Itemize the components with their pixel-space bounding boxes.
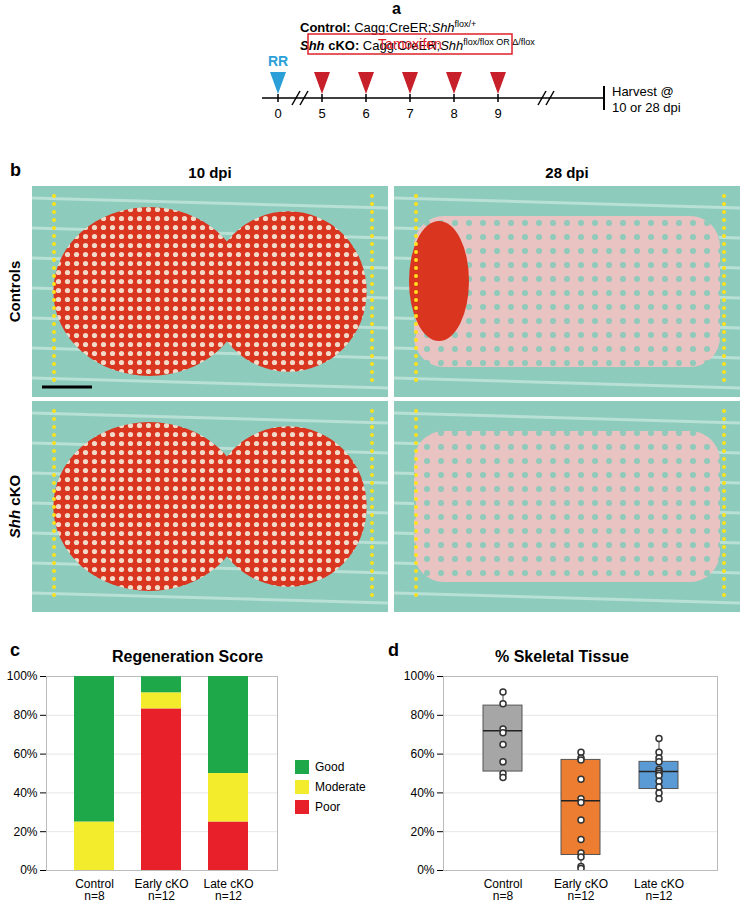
svg-text:Controln=8: Controln=8 — [484, 877, 523, 903]
svg-text:10 or 28 dpi: 10 or 28 dpi — [612, 100, 681, 115]
svg-text:80%: 80% — [410, 708, 434, 722]
svg-text:Harvest @: Harvest @ — [612, 84, 674, 99]
html-text:d: d — [388, 640, 399, 660]
svg-text:Early cKOn=12: Early cKOn=12 — [134, 877, 188, 903]
svg-text:Tamoxifen: Tamoxifen — [378, 36, 442, 52]
svg-text:5: 5 — [318, 106, 325, 121]
html-text:Good: Good — [315, 760, 345, 774]
svg-text:a: a — [392, 0, 401, 17]
svg-text:Shh cKO: Shh cKO — [6, 474, 23, 538]
svg-text:b: b — [10, 160, 21, 180]
svg-text:Late cKOn=12: Late cKOn=12 — [203, 877, 253, 903]
svg-text:28 dpi: 28 dpi — [545, 164, 588, 181]
svg-text:8: 8 — [450, 106, 457, 121]
svg-text:0%: 0% — [417, 863, 435, 877]
svg-text:60%: 60% — [13, 747, 37, 761]
svg-text:80%: 80% — [13, 708, 37, 722]
svg-text:9: 9 — [494, 106, 501, 121]
svg-text:0: 0 — [274, 106, 281, 121]
svg-text:40%: 40% — [410, 786, 434, 800]
html-text:c: c — [10, 640, 20, 660]
svg-text:40%: 40% — [13, 786, 37, 800]
svg-text:100%: 100% — [404, 669, 435, 683]
svg-text:20%: 20% — [410, 825, 434, 839]
svg-text:6: 6 — [362, 106, 369, 121]
svg-text:Shh cKO: Cagg:CreER;Shhflox/fl: Shh cKO: Cagg:CreER;Shhflox/flox OR Δ/fl… — [300, 37, 535, 53]
svg-text:Control: Cagg:CreER;Shhflox/+: Control: Cagg:CreER;Shhflox/+ — [300, 19, 476, 35]
html-text:Moderate: Moderate — [315, 780, 366, 794]
html-text:Poor: Poor — [315, 800, 341, 814]
svg-text:100%: 100% — [7, 669, 38, 683]
svg-text:0%: 0% — [20, 863, 38, 877]
svg-text:7: 7 — [406, 106, 413, 121]
svg-text:Early cKOn=12: Early cKOn=12 — [554, 877, 608, 903]
svg-text:10 dpi: 10 dpi — [188, 164, 231, 181]
svg-text:60%: 60% — [410, 747, 434, 761]
html-text:Regeneration Score: Regeneration Score — [111, 648, 264, 665]
svg-text:Late cKOn=12: Late cKOn=12 — [634, 877, 684, 903]
svg-text:RR: RR — [268, 53, 288, 69]
svg-text:Controln=8: Controln=8 — [75, 877, 114, 903]
svg-text:20%: 20% — [13, 825, 37, 839]
html-text:% Skeletal Tissue: % Skeletal Tissue — [495, 648, 629, 665]
svg-text:Controls: Controls — [6, 261, 23, 323]
